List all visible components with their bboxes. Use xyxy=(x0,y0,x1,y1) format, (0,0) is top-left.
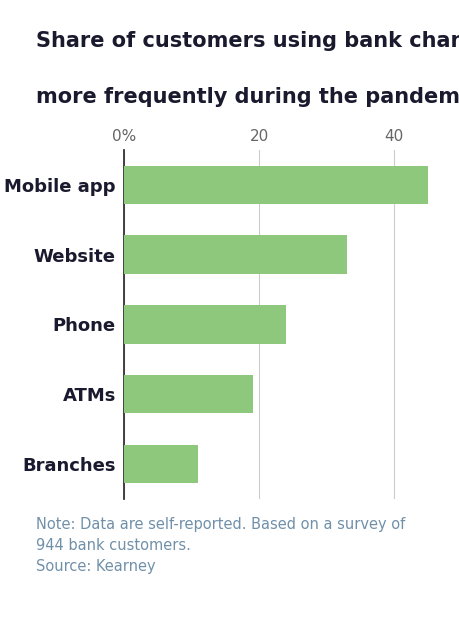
Bar xyxy=(124,375,252,414)
Text: Note: Data are self-reported. Based on a survey of
944 bank customers.
Source: K: Note: Data are self-reported. Based on a… xyxy=(36,517,404,574)
Bar xyxy=(124,445,198,484)
Bar xyxy=(124,235,346,274)
Text: Share of customers using bank channels: Share of customers using bank channels xyxy=(36,31,459,51)
Text: more frequently during the pandemic: more frequently during the pandemic xyxy=(36,87,459,107)
Bar xyxy=(124,165,427,204)
Bar xyxy=(124,305,285,344)
